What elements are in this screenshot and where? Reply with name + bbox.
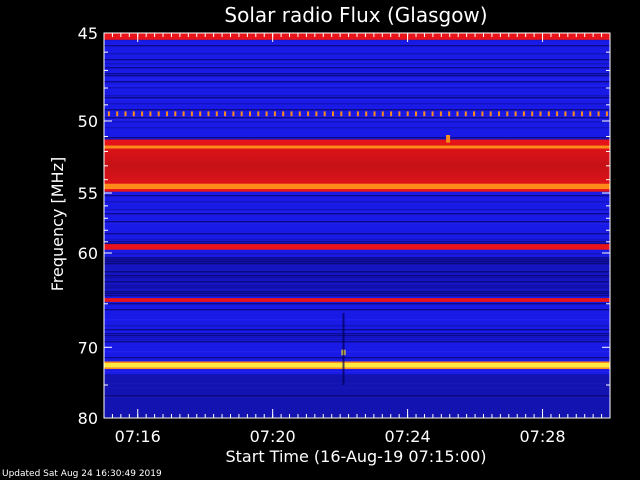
noise-stripe (104, 243, 610, 245)
noise-stripe (104, 211, 610, 213)
noise-stripe (104, 119, 610, 121)
noise-stripe (104, 221, 610, 223)
noise-stripe (104, 335, 610, 337)
noise-stripe (104, 263, 610, 265)
noise-stripe (104, 395, 610, 397)
noise-stripe (104, 387, 610, 389)
x-tick-label: 07:28 (519, 427, 565, 446)
y-tick-label: 50 (78, 112, 98, 131)
y-tick-label: 55 (78, 184, 98, 203)
y-tick-label: 70 (78, 338, 98, 357)
noise-stripe (104, 213, 610, 215)
noise-stripe (104, 341, 610, 343)
y-axis-label: Frequency [MHz] (48, 157, 67, 291)
axes: 45 50 55 60 70 80 07:16 07:20 07:24 07:28 (78, 24, 611, 446)
noise-stripe (104, 45, 610, 47)
noise-stripe (104, 253, 610, 255)
band-edge (104, 367, 610, 370)
noise-stripe (104, 241, 610, 243)
noise-stripe (104, 295, 610, 297)
noise-stripe (104, 117, 610, 119)
noise-stripe (104, 339, 610, 341)
noise-stripe (104, 201, 610, 203)
noise-stripe (104, 109, 610, 111)
noise-stripe (104, 293, 610, 295)
noise-stripe (104, 81, 610, 83)
y-tick-label: 80 (78, 409, 98, 428)
noise-stripe (104, 277, 610, 279)
burst-mark (446, 135, 451, 143)
y-tick-label: 60 (78, 244, 98, 263)
noise-stripe (104, 121, 610, 123)
noise-stripe (104, 67, 610, 69)
noise-stripe (104, 127, 610, 129)
noise-stripe (104, 309, 610, 311)
noise-stripe (104, 63, 610, 65)
chart-title: Solar radio Flux (Glasgow) (224, 3, 487, 27)
noise-stripe (104, 351, 610, 353)
plot-area (104, 33, 610, 419)
x-tick-label: 07:20 (250, 427, 296, 446)
noise-stripe (104, 103, 610, 105)
noise-stripe (104, 137, 610, 139)
noise-stripe (104, 209, 610, 211)
interference-band (104, 183, 610, 190)
interference-band (104, 298, 610, 302)
noise-stripe (104, 53, 610, 55)
noise-stripe (104, 281, 610, 283)
noise-stripe (104, 99, 610, 101)
noise-stripe (104, 287, 610, 289)
burst-streak (342, 313, 345, 385)
noise-stripe (104, 233, 610, 235)
noise-stripe (104, 291, 610, 293)
noise-stripe (104, 357, 610, 359)
noise-stripe (104, 75, 610, 77)
noise-stripe (104, 85, 610, 87)
noise-stripe (104, 73, 610, 75)
noise-stripe (104, 77, 610, 79)
low-signal-region (104, 374, 610, 418)
noise-stripe (104, 239, 610, 241)
band-edge (104, 361, 610, 363)
interference-band (104, 145, 610, 149)
noise-stripe (104, 333, 610, 335)
noise-stripe (104, 383, 610, 385)
noise-stripe (104, 87, 610, 89)
interference-band (104, 111, 610, 117)
interference-band (104, 363, 610, 368)
updated-timestamp: Updated Sat Aug 24 16:30:49 2019 (2, 469, 162, 479)
x-tick-label: 07:24 (385, 427, 431, 446)
x-tick-label: 07:16 (115, 427, 161, 446)
noise-stripe (104, 223, 610, 225)
noise-stripe (104, 195, 610, 197)
noise-stripe (104, 319, 610, 321)
noise-stripe (104, 397, 610, 399)
spectrum-background (104, 33, 610, 418)
noise-stripe (104, 79, 610, 81)
interference-band (104, 244, 610, 250)
noise-stripe (104, 329, 610, 331)
noise-stripe (104, 285, 610, 287)
x-axis-label: Start Time (16-Aug-19 07:15:00) (226, 447, 487, 466)
noise-stripe (104, 337, 610, 339)
noise-stripe (104, 59, 610, 61)
noise-stripe (104, 371, 610, 373)
noise-stripe (104, 97, 610, 99)
noise-stripe (104, 325, 610, 327)
y-tick-label: 45 (78, 24, 98, 43)
noise-stripe (104, 271, 610, 273)
noise-stripe (104, 275, 610, 277)
noise-stripe (104, 303, 610, 305)
noise-stripe (104, 259, 610, 261)
noise-stripe (104, 261, 610, 263)
noise-stripe (104, 95, 610, 97)
low-signal-region (104, 258, 610, 295)
noise-stripe (104, 257, 610, 259)
